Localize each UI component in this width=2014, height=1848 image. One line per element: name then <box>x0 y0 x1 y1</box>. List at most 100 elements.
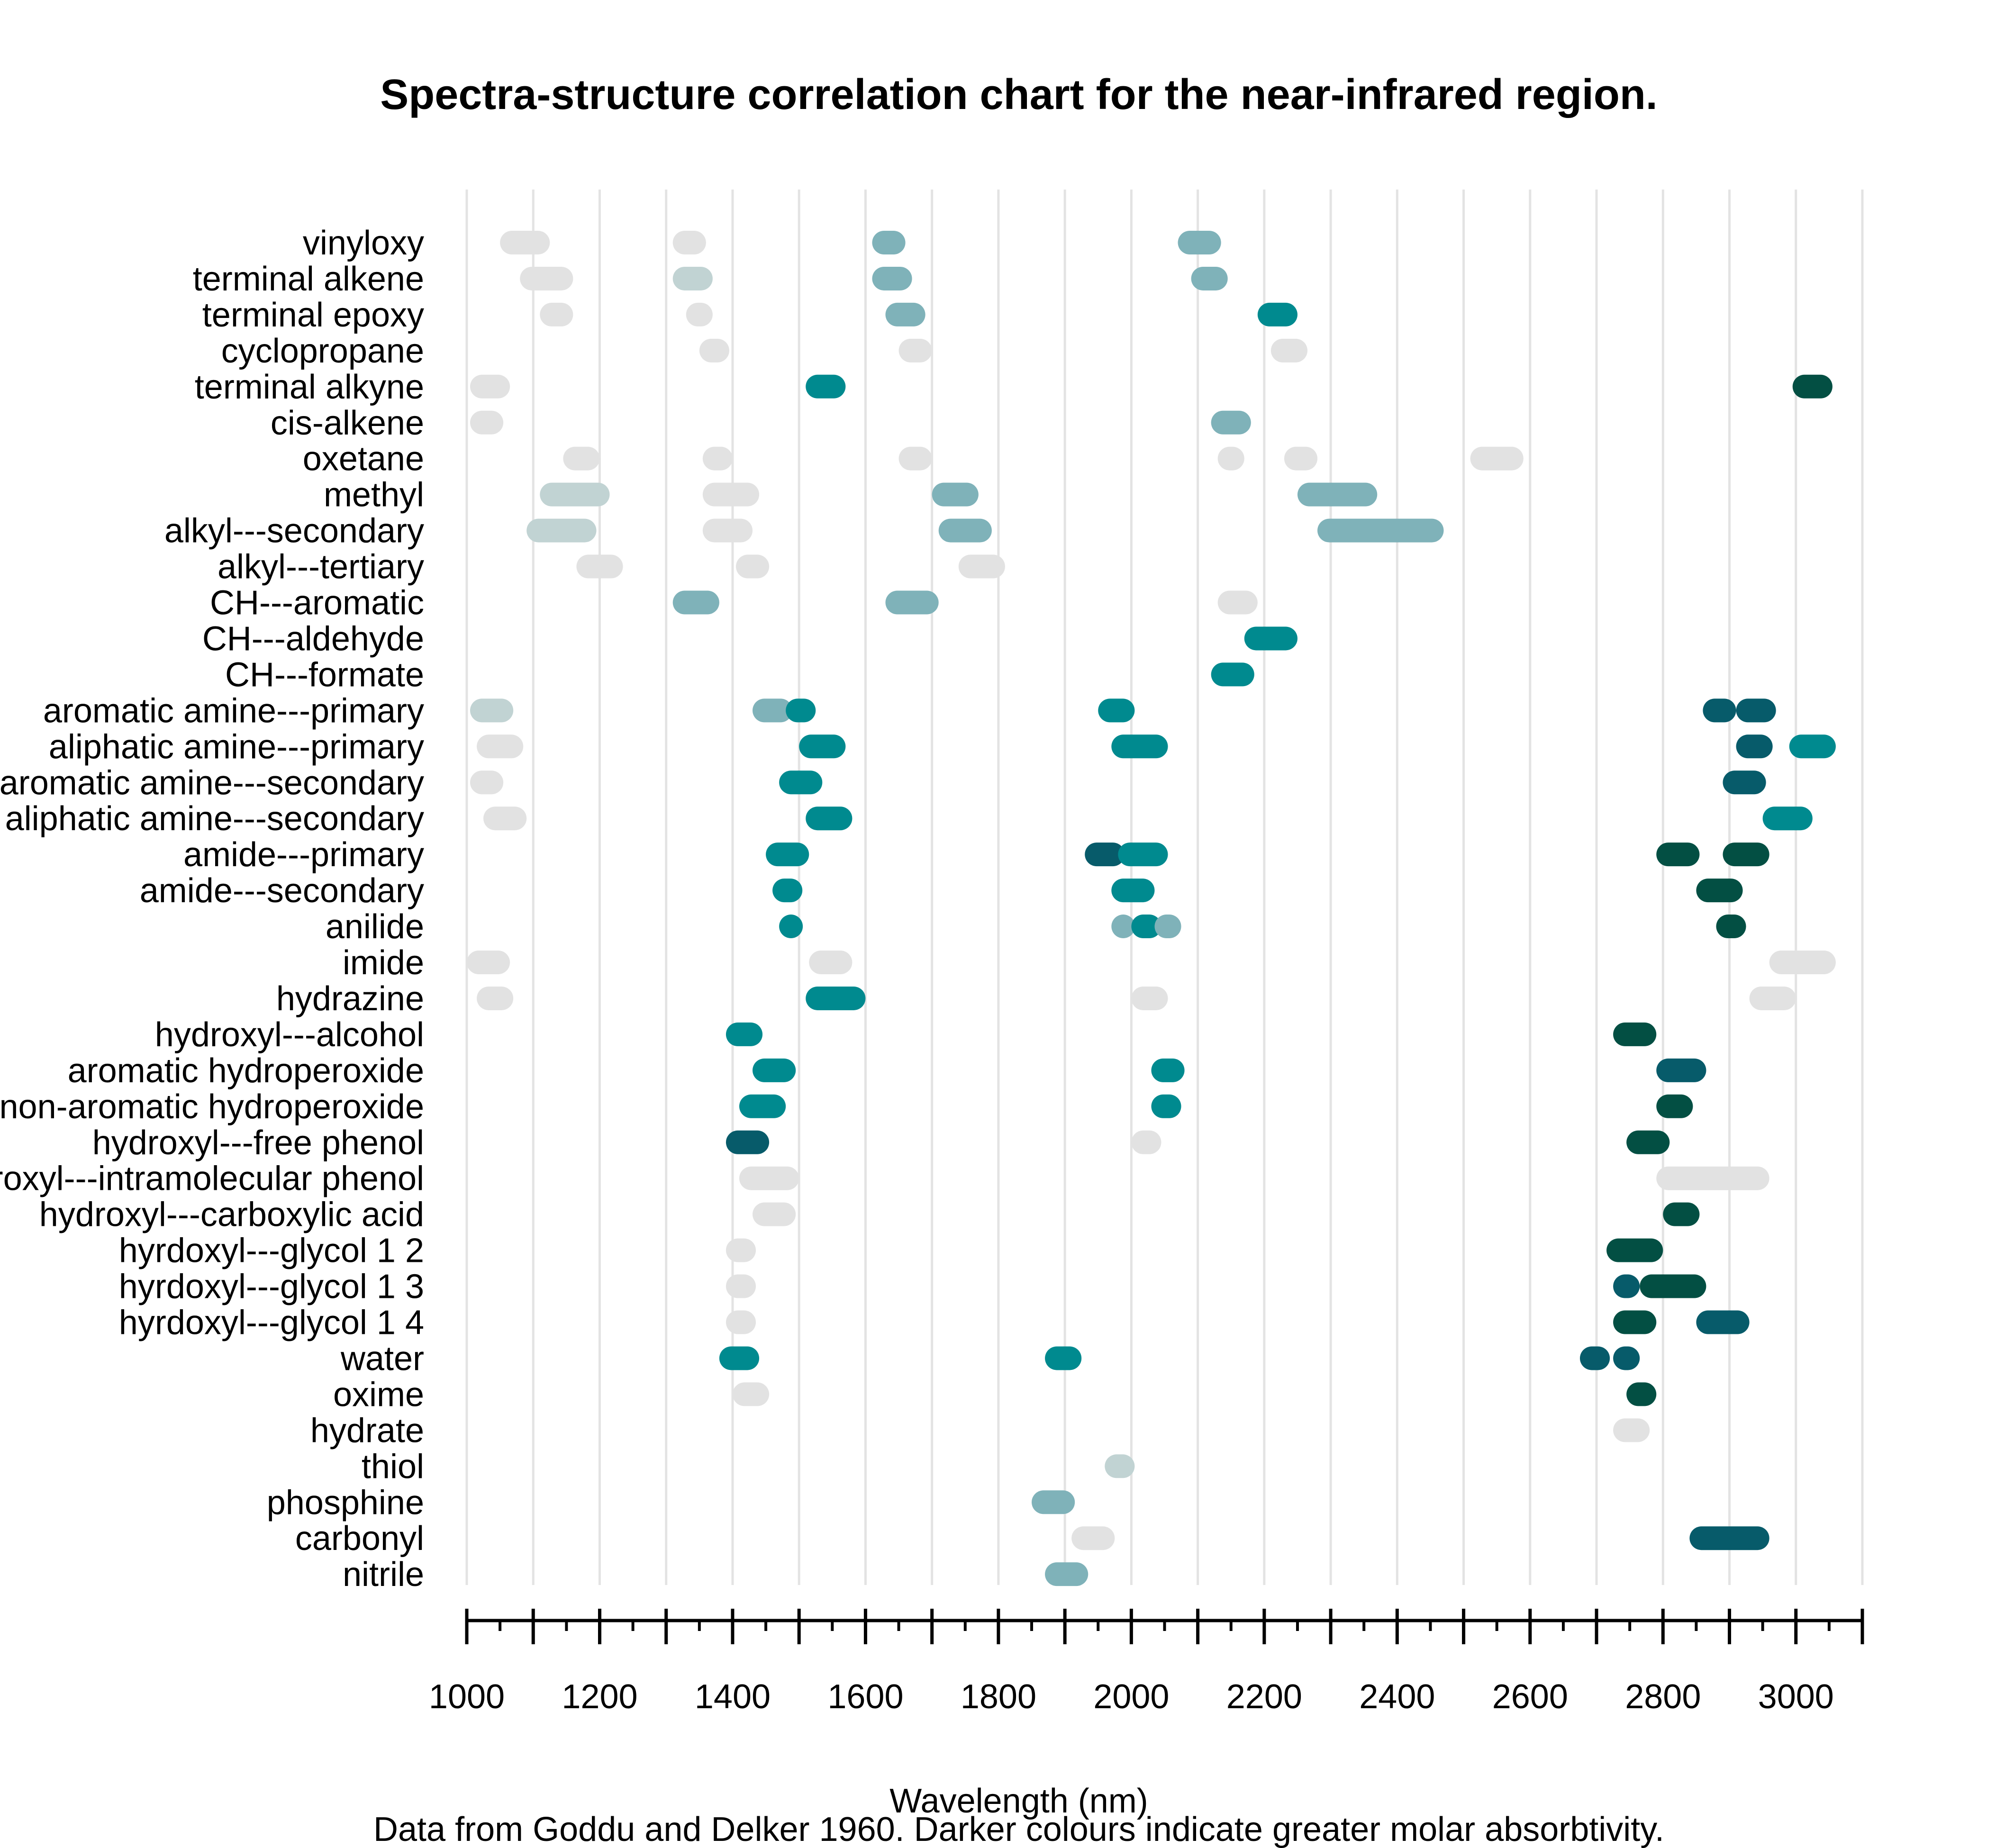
band-bar <box>1663 1202 1700 1226</box>
row-label: methyl <box>324 476 424 514</box>
band-bar <box>958 554 1005 579</box>
row-label: hyrdoxyl---glycol 1 4 <box>119 1304 424 1342</box>
band-bar <box>1154 915 1181 939</box>
x-axis-title: Wavelength (nm) <box>889 1782 1148 1820</box>
x-tick-label: 1400 <box>695 1678 771 1716</box>
row-label: aromatic amine---primary <box>43 692 424 730</box>
band-bar <box>470 770 504 795</box>
band-bar <box>477 986 514 1010</box>
row-label: CH---formate <box>225 656 424 694</box>
band-bar <box>467 951 510 974</box>
band-bar <box>1111 734 1168 759</box>
band-bar <box>809 951 853 974</box>
chart-caption: Data from Goddu and Delker 1960. Darker … <box>373 1811 1664 1848</box>
x-tick-label: 2400 <box>1359 1678 1435 1716</box>
row-label: CH---aldehyde <box>202 620 424 658</box>
row-label: carbonyl <box>295 1520 424 1558</box>
row-label: imide <box>343 944 424 982</box>
band-bar <box>1640 1274 1706 1298</box>
row-label: terminal alkyne <box>195 368 424 406</box>
row-label: water <box>340 1340 424 1377</box>
band-bar <box>1131 1130 1161 1154</box>
row-label: cyclopropane <box>221 332 424 370</box>
row-label: thiol <box>362 1448 424 1486</box>
band-bar <box>1118 842 1168 867</box>
band-bar <box>1131 986 1168 1010</box>
band-bar <box>806 806 853 831</box>
row-label: oxetane <box>303 440 424 478</box>
row-label: hyrdoxyl---glycol 1 2 <box>119 1232 424 1270</box>
band-bar <box>806 374 846 399</box>
band-bar <box>735 554 770 579</box>
band-bar <box>719 1346 760 1370</box>
band-bar <box>1217 446 1244 471</box>
band-bar <box>732 1382 770 1406</box>
row-label: nitrile <box>343 1556 424 1594</box>
band-bar <box>726 1130 770 1154</box>
band-bar <box>726 1310 756 1334</box>
x-tick-label: 1800 <box>961 1678 1036 1716</box>
band-bar <box>470 698 514 723</box>
band-bar <box>1045 1562 1089 1586</box>
band-bar <box>1613 1310 1657 1334</box>
row-label: hydrate <box>310 1412 424 1449</box>
band-bar <box>1749 986 1796 1010</box>
band-bar <box>1085 842 1125 867</box>
band-bar <box>1606 1238 1663 1262</box>
band-bar <box>1297 482 1378 507</box>
row-label: hyrdoxyl---glycol 1 3 <box>119 1268 424 1306</box>
band-bar <box>470 374 510 399</box>
band-marks <box>467 231 1836 1586</box>
x-axis: 1000 1200 1400 1600 1800 2000 2200 2400 2600 2800… <box>429 1609 1864 1716</box>
band-bar <box>726 1238 756 1262</box>
band-bar <box>1736 698 1776 723</box>
row-label: hydroxyl---intramolecular phenol <box>0 1160 424 1198</box>
band-bar <box>739 1094 786 1118</box>
band-bar <box>1656 1166 1769 1190</box>
band-bar <box>872 231 906 254</box>
band-bar <box>1689 1526 1769 1550</box>
band-bar <box>1656 842 1700 867</box>
band-bar <box>1613 1022 1657 1046</box>
band-bar <box>1626 1130 1670 1154</box>
band-bar <box>702 446 733 471</box>
x-tick-label: 3000 <box>1758 1678 1834 1716</box>
band-bar <box>1131 915 1161 939</box>
band-bar <box>483 806 527 831</box>
row-label: amide---secondary <box>140 872 424 910</box>
band-bar <box>1716 915 1746 939</box>
band-bar <box>1270 338 1308 362</box>
band-bar <box>766 842 809 867</box>
chart-title: Spectra-structure correlation chart for … <box>380 71 1658 118</box>
band-bar <box>1211 410 1251 435</box>
x-tick-label: 1200 <box>562 1678 637 1716</box>
band-bar <box>500 231 550 254</box>
band-bar <box>1470 446 1524 471</box>
band-bar <box>1789 734 1836 759</box>
row-label: oxime <box>333 1376 424 1413</box>
x-tick-label: 2600 <box>1492 1678 1568 1716</box>
band-bar <box>932 482 979 507</box>
band-bar <box>686 302 713 326</box>
band-bar <box>1111 879 1155 903</box>
band-bar <box>1626 1382 1657 1406</box>
row-label: terminal alkene <box>193 260 424 298</box>
band-bar <box>739 1166 799 1190</box>
row-label: hydroxyl---free phenol <box>92 1124 424 1162</box>
band-bar <box>1736 734 1773 759</box>
band-bar <box>1178 231 1221 254</box>
row-label: hydroxyl---alcohol <box>155 1016 424 1054</box>
band-bar <box>1579 1346 1610 1370</box>
band-bar <box>1703 698 1736 723</box>
band-bar <box>477 734 524 759</box>
band-bar <box>672 231 706 254</box>
band-bar <box>1045 1346 1082 1370</box>
row-label: aliphatic amine---primary <box>49 728 424 766</box>
band-bar <box>1613 1274 1640 1298</box>
band-bar <box>779 915 803 939</box>
band-bar <box>1723 770 1766 795</box>
band-bar <box>1098 698 1135 723</box>
band-bar <box>799 734 846 759</box>
band-bar <box>753 1202 796 1226</box>
